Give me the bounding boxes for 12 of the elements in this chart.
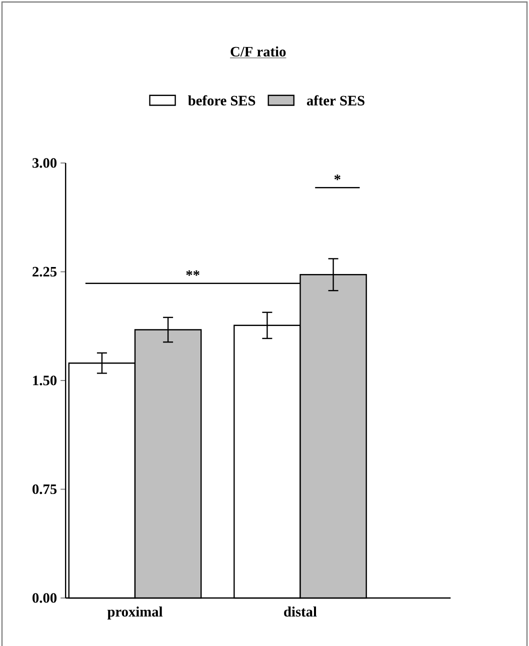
x-tick-label: distal — [284, 606, 317, 617]
annotation: * — [334, 174, 340, 180]
x-tick-label: proximal — [107, 606, 163, 620]
y-tick-label: 2.25 — [32, 266, 57, 277]
chart-title: C/F ratio — [230, 46, 286, 57]
annotation: ** — [186, 270, 200, 276]
legend-label: before SES — [188, 95, 256, 106]
y-tick-label: 0.00 — [32, 593, 57, 603]
y-tick-label: 1.50 — [33, 376, 57, 386]
legend-label: after SES — [306, 95, 364, 106]
y-tick-label: 0.75 — [32, 484, 57, 494]
y-tick-label: 3.00 — [32, 158, 57, 168]
